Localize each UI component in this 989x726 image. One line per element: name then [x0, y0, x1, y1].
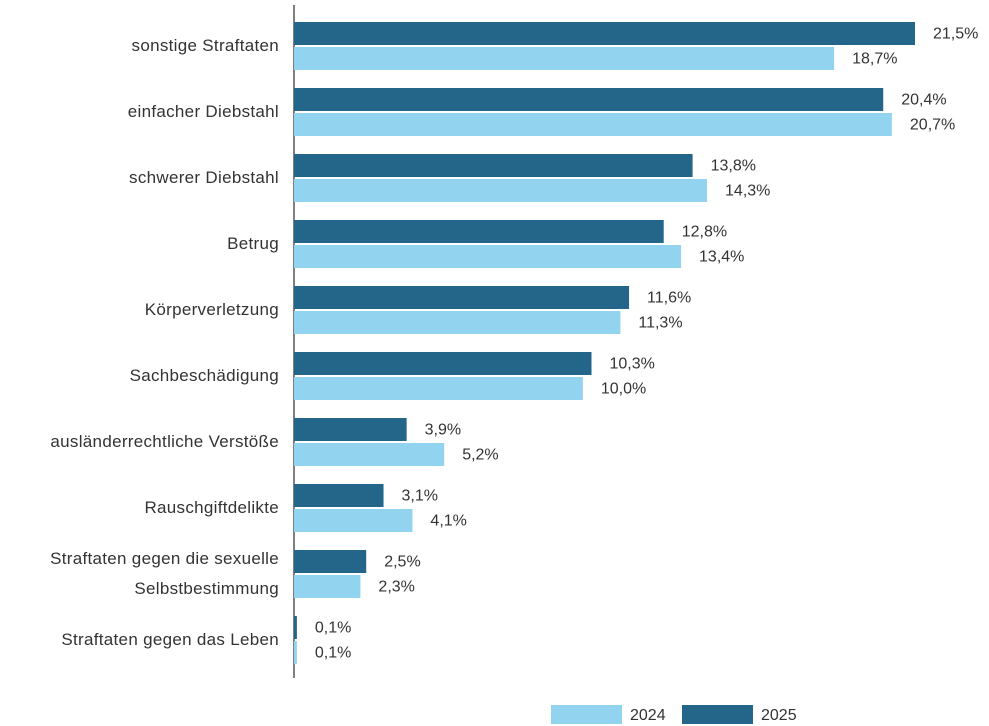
bar — [294, 220, 664, 243]
category-label: schwerer Diebstahl — [129, 168, 279, 187]
value-label: 2,3% — [378, 579, 414, 596]
value-label: 3,9% — [425, 422, 461, 439]
bar — [294, 286, 630, 309]
category-label: Betrug — [227, 234, 279, 253]
bar — [294, 443, 445, 466]
value-label: 10,0% — [601, 381, 646, 398]
legend-swatch — [682, 705, 753, 724]
bar — [294, 245, 682, 268]
category-label: Straftaten gegen das Leben — [61, 630, 279, 649]
category-label: Rauschgiftdelikte — [144, 498, 279, 517]
value-label: 13,8% — [711, 158, 756, 175]
value-label: 20,7% — [910, 117, 955, 134]
bar — [294, 616, 297, 639]
category-label: Körperverletzung — [144, 300, 279, 319]
value-label: 0,1% — [315, 620, 351, 637]
value-label: 18,7% — [852, 51, 897, 68]
value-label: 4,1% — [430, 513, 466, 530]
category-label: einfacher Diebstahl — [127, 102, 279, 121]
category-label: Sachbeschädigung — [129, 366, 279, 385]
bar — [294, 311, 621, 334]
bar — [294, 352, 592, 375]
category-label: sonstige Straftaten — [131, 36, 279, 55]
bar — [294, 113, 892, 136]
category-label: Straftaten gegen die sexuelle Selbstbest… — [50, 549, 279, 598]
legend-label: 2024 — [630, 707, 666, 724]
value-label: 20,4% — [901, 92, 946, 109]
bar — [294, 484, 384, 507]
bar — [294, 575, 361, 598]
bar — [294, 154, 693, 177]
value-label: 5,2% — [462, 447, 498, 464]
value-label: 13,4% — [699, 249, 744, 266]
value-label: 14,3% — [725, 183, 770, 200]
value-label: 11,3% — [638, 315, 682, 332]
bar — [294, 22, 915, 45]
value-label: 0,1% — [315, 645, 351, 662]
value-label: 2,5% — [384, 554, 420, 571]
bar — [294, 179, 708, 202]
bar — [294, 88, 884, 111]
value-label: 11,6% — [647, 290, 691, 307]
legend-swatch — [551, 705, 622, 724]
bar — [294, 509, 413, 532]
value-label: 10,3% — [610, 356, 655, 373]
bar — [294, 47, 835, 70]
value-label: 12,8% — [682, 224, 727, 241]
legend-label: 2025 — [761, 707, 797, 724]
bar — [294, 550, 367, 573]
bar — [294, 377, 583, 400]
bar — [294, 418, 407, 441]
value-label: 21,5% — [933, 26, 978, 43]
value-label: 3,1% — [402, 488, 438, 505]
bar — [294, 641, 297, 664]
category-label: ausländerrechtliche Verstöße — [50, 432, 279, 451]
